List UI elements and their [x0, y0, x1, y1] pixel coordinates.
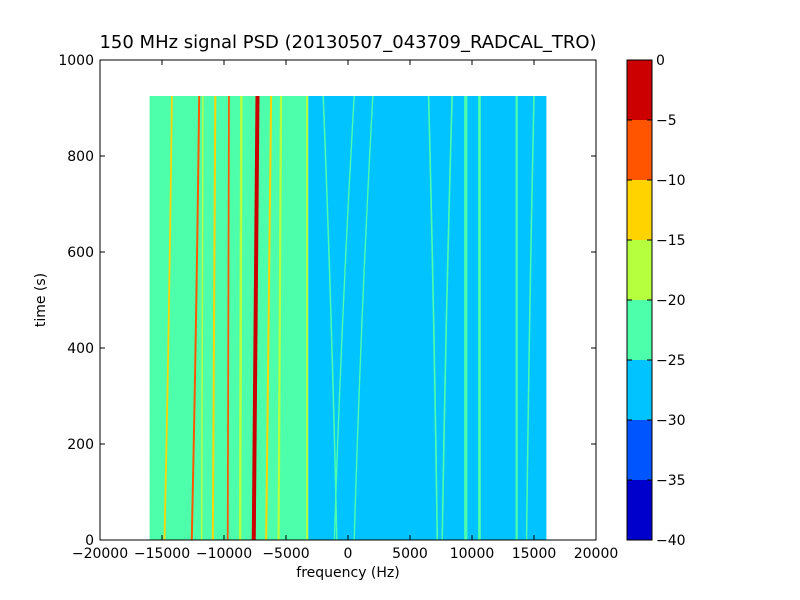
colorbar-segment: [627, 360, 652, 420]
heatmap-line-6: [238, 95, 243, 541]
y-tick-label: 600: [67, 245, 94, 261]
colorbar-segment: [627, 120, 652, 180]
colorbar-segment: [627, 60, 652, 120]
colorbar-segment: [627, 240, 652, 300]
colorbar: −40 −35 −30 −25 −20 −15 −10 −5 0: [626, 53, 686, 549]
heatmap-line-14: [353, 95, 374, 541]
heatmap-line-2: [190, 95, 201, 541]
x-tick-label: 10000: [450, 546, 495, 562]
x-axis-ticks: −20000 −15000 −10000 −5000 0 5000 10000 15000 20…: [72, 60, 618, 562]
x-tick-label: −10000: [196, 546, 252, 562]
heatmap-line-0: [150, 95, 159, 541]
colorbar-tick-label: −5: [656, 113, 677, 129]
x-tick-label: 5000: [392, 546, 428, 562]
colorbar-segment: [627, 420, 652, 480]
chart-title: 150 MHz signal PSD (20130507_043709_RADC…: [99, 32, 596, 53]
x-tick-label: −15000: [134, 546, 190, 562]
y-tick-label: 1000: [58, 53, 94, 69]
colorbar-tick-label: −30: [656, 413, 686, 429]
heatmap-line-9: [277, 95, 283, 541]
y-axis-label: time (s): [33, 273, 49, 327]
plot-area: −20000 −15000 −10000 −5000 0 5000 10000 15000 20…: [58, 53, 618, 562]
colorbar-tick-label: −15: [656, 233, 686, 249]
colorbar-tick-label: −40: [656, 533, 686, 549]
x-tick-label: 0: [344, 546, 353, 562]
x-axis-label: frequency (Hz): [296, 565, 399, 581]
heatmap-line-8: [265, 95, 273, 541]
heatmap-line-7: [251, 95, 260, 541]
y-tick-label: 800: [67, 149, 94, 165]
colorbar-tick-label: −10: [656, 173, 686, 189]
colorbar-tick-label: 0: [656, 53, 665, 69]
heatmap-line-20: [525, 95, 535, 541]
colorbar-tick-label: −35: [656, 473, 686, 489]
heatmap-line-13: [333, 95, 355, 541]
y-tick-label: 0: [85, 533, 94, 549]
x-tick-label: 20000: [574, 546, 619, 562]
heatmap-line-16: [441, 95, 453, 541]
y-axis-ticks: 0 200 400 600 800 1000: [58, 53, 596, 549]
colorbar-tick-label: −25: [656, 353, 686, 369]
y-tick-label: 200: [67, 437, 94, 453]
heatmap-line-15: [427, 95, 439, 541]
colorbar-segment: [627, 300, 652, 360]
heatmap-line-5: [226, 95, 230, 541]
y-tick-label: 400: [67, 341, 94, 357]
heatmap-line-3: [200, 95, 204, 541]
heatmap-line-12: [322, 95, 338, 541]
x-tick-label: −20000: [72, 546, 128, 562]
x-tick-label: 15000: [512, 546, 557, 562]
colorbar-segment: [627, 180, 652, 240]
heatmap-line-10: [287, 95, 292, 541]
colorbar-tick-label: −20: [656, 293, 686, 309]
heatmap-line-1: [163, 95, 173, 541]
heatmap-region-right: [308, 96, 547, 540]
heatmap-image: [149, 95, 547, 541]
x-tick-label: −5000: [262, 546, 309, 562]
heatmap-line-4: [211, 95, 217, 541]
colorbar-segment: [627, 480, 652, 540]
